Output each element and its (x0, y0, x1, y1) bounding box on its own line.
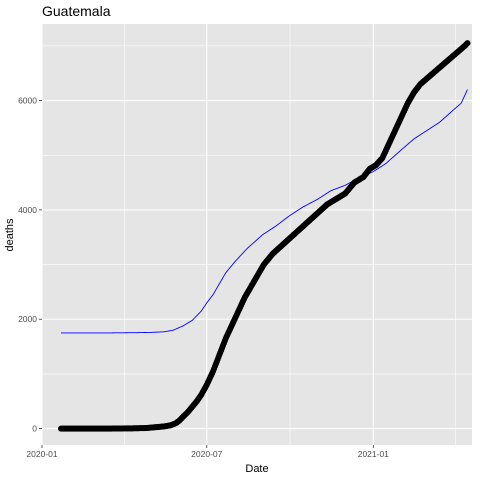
chart-title: Guatemala (42, 3, 111, 19)
axis-ticks: 0 2000 4000 6000 2020-01 2020-07 2021-01 (18, 96, 389, 459)
model-line (61, 89, 468, 334)
grid-lines (41, 24, 472, 445)
y-tick-label: 2000 (18, 314, 37, 324)
observed-series (58, 40, 471, 432)
data-point (464, 40, 471, 47)
x-tick-label: 2020-01 (26, 449, 57, 459)
y-tick-label: 6000 (18, 96, 37, 106)
model-series (61, 89, 468, 334)
y-tick-label: 4000 (18, 205, 37, 215)
x-axis-title: Date (245, 463, 268, 475)
x-tick-label: 2020-07 (191, 449, 222, 459)
plot-panel (42, 24, 472, 445)
y-axis-title: deaths (4, 218, 16, 252)
x-tick-label: 2021-01 (358, 449, 389, 459)
y-tick-label: 0 (32, 424, 37, 434)
